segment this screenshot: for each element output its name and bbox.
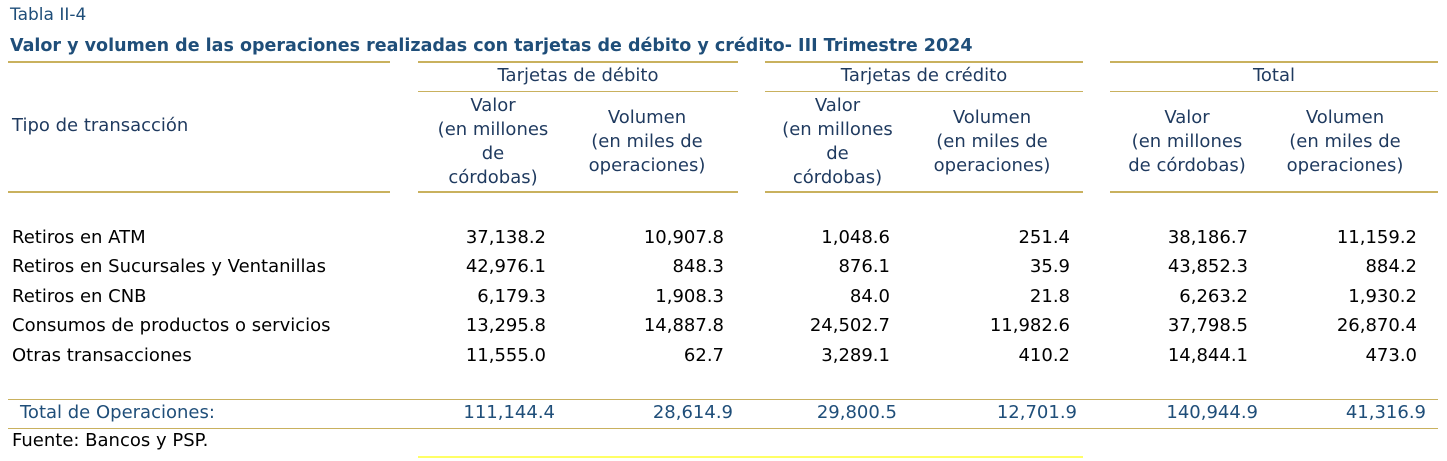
cell-total-valor: 38,186.7 — [1167, 227, 1248, 248]
cell-credito-volumen: 251.4 — [1018, 227, 1070, 248]
row-label: Retiros en ATM — [12, 227, 146, 248]
cell-debito-valor: 6,179.3 — [477, 286, 546, 307]
table-caption: Tabla II-4 — [10, 5, 87, 25]
group-rule-total — [1110, 91, 1438, 92]
total-credito-volumen: 12,701.9 — [996, 402, 1077, 423]
total-volumen-header: Volumen (en miles de operaciones) — [1270, 106, 1420, 178]
header-line: de — [481, 143, 505, 164]
cell-credito-valor: 876.1 — [838, 256, 890, 277]
header-line: Volumen — [952, 107, 1032, 128]
cell-debito-volumen: 62.7 — [683, 345, 724, 366]
header-line: de — [826, 143, 849, 164]
cell-credito-valor: 3,289.1 — [821, 345, 890, 366]
row-label: Retiros en CNB — [12, 286, 147, 307]
header-line: Valor — [470, 95, 516, 116]
total-row: Total de Operaciones: 111,144.4 28,614.9… — [0, 402, 1447, 430]
cell-credito-volumen: 21.8 — [1029, 286, 1070, 307]
header-line: operaciones) — [933, 155, 1051, 176]
group-header-debito: Tarjetas de débito — [497, 65, 659, 86]
row-label: Otras transacciones — [12, 345, 192, 366]
header-line: Volumen — [1305, 107, 1385, 128]
cell-total-valor: 43,852.3 — [1167, 256, 1248, 277]
header-line: córdobas) — [448, 167, 538, 188]
cell-debito-valor: 42,976.1 — [465, 256, 546, 277]
table-row: Consumos de productos o servicios 13,295… — [0, 315, 1447, 343]
header-line: (en millones — [437, 119, 549, 140]
header-bottom-rule-credito — [765, 191, 1083, 193]
header-rule-total — [1110, 61, 1438, 63]
cell-total-volumen: 26,870.4 — [1336, 315, 1417, 336]
credito-valor-header: Valor (en millones de córdobas) — [765, 94, 910, 190]
table-row: Retiros en ATM 37,138.2 10,907.8 1,048.6… — [0, 227, 1447, 255]
cell-debito-valor: 11,555.0 — [465, 345, 546, 366]
row-label: Consumos de productos o servicios — [12, 315, 331, 336]
header-rule-credito — [765, 61, 1083, 63]
total-top-rule — [8, 399, 1438, 400]
cell-credito-valor: 84.0 — [849, 286, 890, 307]
cell-total-valor: 14,844.1 — [1167, 345, 1248, 366]
table-row: Retiros en Sucursales y Ventanillas 42,9… — [0, 256, 1447, 284]
total-valor-header: Valor (en millones de córdobas) — [1112, 106, 1262, 178]
header-rule-left — [8, 61, 390, 63]
header-line: (en millones — [1131, 131, 1243, 152]
total-total-volumen: 41,316.9 — [1345, 402, 1426, 423]
table-row: Otras transacciones 11,555.0 62.7 3,289.… — [0, 345, 1447, 373]
cell-credito-volumen: 11,982.6 — [989, 315, 1070, 336]
cell-debito-volumen: 848.3 — [672, 256, 724, 277]
group-header-total: Total — [1252, 65, 1296, 86]
cell-total-volumen: 884.2 — [1365, 256, 1417, 277]
row-label-header: Tipo de transacción — [12, 115, 189, 136]
header-line: de córdobas) — [1128, 155, 1246, 176]
cell-total-volumen: 473.0 — [1365, 345, 1417, 366]
table-title: Valor y volumen de las operaciones reali… — [10, 36, 973, 56]
table-row: Retiros en CNB 6,179.3 1,908.3 84.0 21.8… — [0, 286, 1447, 314]
cell-credito-volumen: 410.2 — [1018, 345, 1070, 366]
cell-debito-volumen: 1,908.3 — [655, 286, 724, 307]
total-debito-volumen: 28,614.9 — [652, 402, 733, 423]
header-line: (en millones — [782, 119, 893, 140]
cell-debito-volumen: 10,907.8 — [643, 227, 724, 248]
group-rule-credito — [765, 91, 1083, 92]
header-line: Valor — [814, 95, 861, 116]
header-line: Valor — [1164, 107, 1210, 128]
cell-total-volumen: 11,159.2 — [1336, 227, 1417, 248]
credito-volumen-header: Volumen (en miles de operaciones) — [917, 106, 1067, 178]
cell-debito-valor: 37,138.2 — [465, 227, 546, 248]
header-bottom-rule-total — [1110, 191, 1438, 193]
header-bottom-rule-left — [8, 191, 390, 193]
header-line: operaciones) — [588, 155, 706, 176]
header-rule-debito — [418, 61, 738, 63]
header-line: (en miles de — [591, 131, 703, 152]
group-header-credito: Tarjetas de crédito — [840, 65, 1008, 86]
cell-credito-valor: 1,048.6 — [821, 227, 890, 248]
debito-volumen-header: Volumen (en miles de operaciones) — [572, 106, 722, 178]
total-bottom-rule — [8, 428, 1438, 429]
header-line: (en miles de — [1289, 131, 1401, 152]
header-line: córdobas) — [792, 167, 883, 188]
cell-total-valor: 6,263.2 — [1179, 286, 1248, 307]
debito-valor-header: Valor (en millones de córdobas) — [418, 94, 568, 190]
source-note: Fuente: Bancos y PSP. — [12, 430, 209, 451]
cell-debito-valor: 13,295.8 — [465, 315, 546, 336]
group-rule-debito — [418, 91, 738, 92]
header-bottom-rule-debito — [418, 191, 738, 193]
cell-debito-volumen: 14,887.8 — [643, 315, 724, 336]
header-line: (en miles de — [936, 131, 1048, 152]
header-line: operaciones) — [1286, 155, 1404, 176]
cell-total-volumen: 1,930.2 — [1348, 286, 1417, 307]
total-debito-valor: 111,144.4 — [463, 402, 555, 423]
total-total-valor: 140,944.9 — [1166, 402, 1258, 423]
cell-credito-valor: 24,502.7 — [809, 315, 890, 336]
cell-total-valor: 37,798.5 — [1167, 315, 1248, 336]
row-label: Retiros en Sucursales y Ventanillas — [12, 256, 326, 277]
total-label: Total de Operaciones: — [20, 402, 215, 423]
footer-yellow-rule — [418, 456, 1083, 458]
header-line: Volumen — [607, 107, 687, 128]
total-credito-valor: 29,800.5 — [816, 402, 897, 423]
cell-credito-volumen: 35.9 — [1029, 256, 1070, 277]
